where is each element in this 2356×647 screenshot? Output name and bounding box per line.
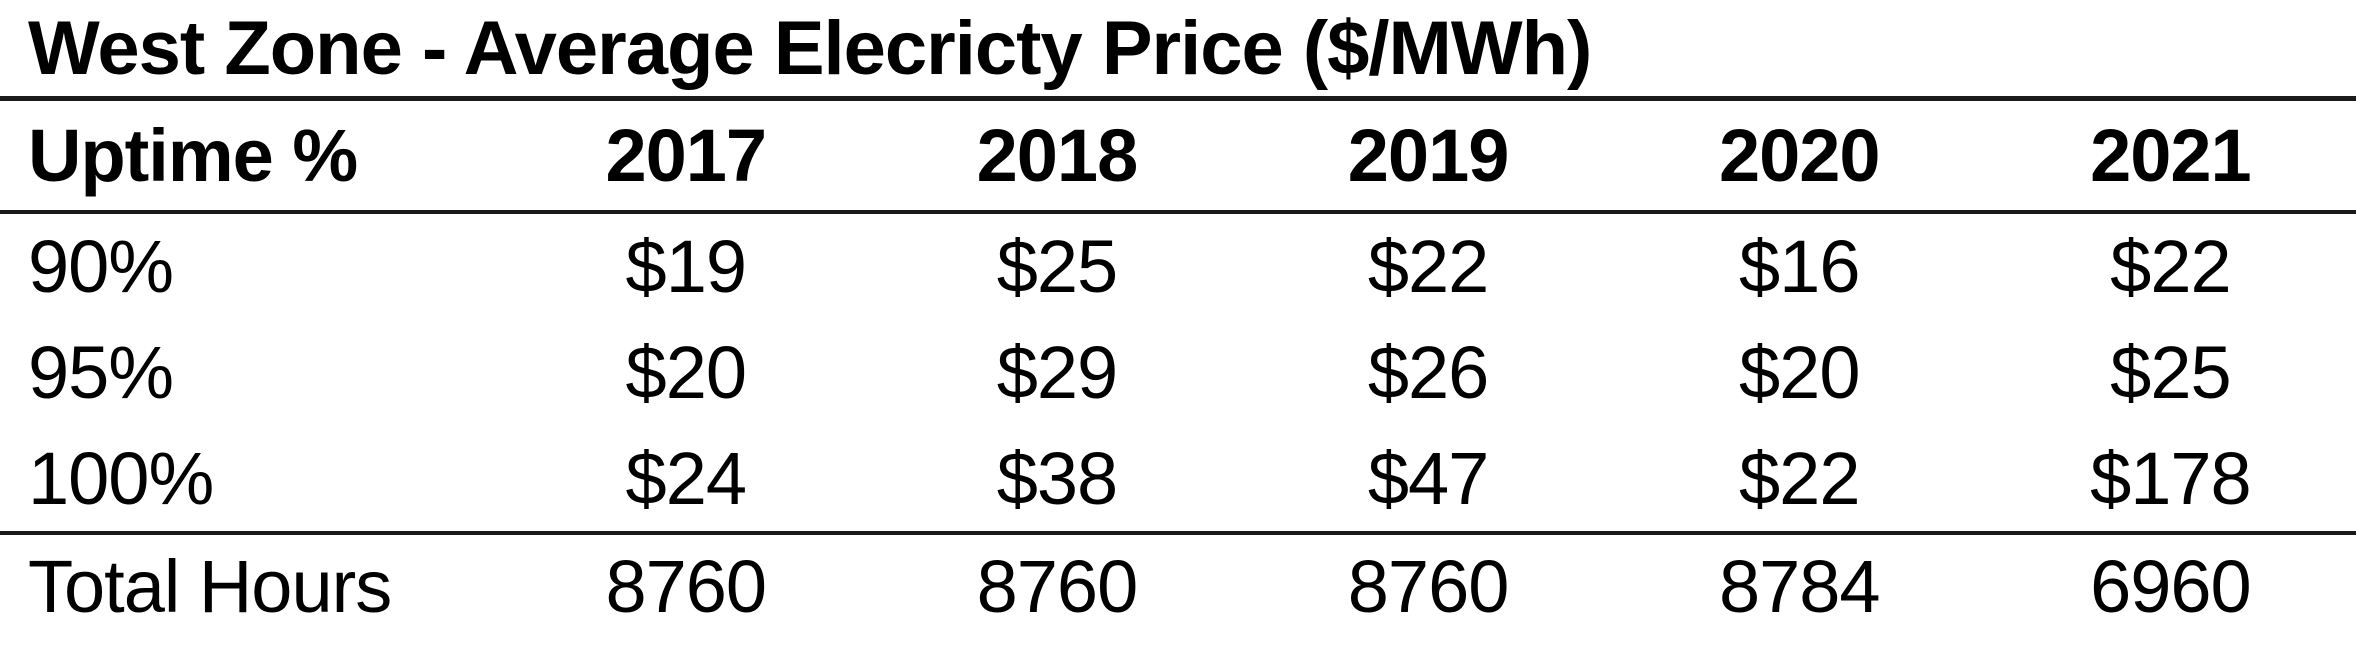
page-title: West Zone - Average Elecricty Price ($/M…: [28, 5, 1592, 91]
row-label: 90%: [28, 225, 174, 308]
table-cell: $47: [1367, 437, 1489, 520]
table-cell: $178: [2090, 437, 2252, 520]
table-cell: $22: [1367, 225, 1489, 308]
column-header-2020: 2020: [1718, 114, 1881, 197]
row-label: 100%: [28, 437, 214, 520]
table-header-row: Uptime % 2017 2018 2019 2020 2021: [0, 101, 2356, 212]
column-header-2018: 2018: [976, 114, 1139, 197]
table-cell: $26: [1367, 331, 1489, 414]
table-cell: $24: [625, 437, 747, 520]
total-row-label: Total Hours: [28, 544, 392, 628]
table-row-100: 100% $24 $38 $47 $22 $178: [0, 426, 2356, 533]
row-label: 95%: [28, 331, 174, 414]
title-row: West Zone - Average Elecricty Price ($/M…: [0, 0, 2356, 101]
table-row-95: 95% $20 $29 $26 $20 $25: [0, 319, 2356, 426]
table-cell: $25: [2110, 331, 2231, 414]
table-cell: $29: [996, 331, 1118, 414]
table-row-90: 90% $19 $25 $22 $16 $22: [0, 212, 2356, 319]
table-cell: $38: [996, 437, 1118, 520]
table-cell: $16: [1739, 225, 1860, 308]
total-cell: 8760: [605, 544, 767, 628]
table-cell: $20: [625, 331, 747, 414]
total-cell: 8784: [1718, 544, 1881, 628]
table-cell: $22: [2110, 225, 2231, 308]
total-cell: 6960: [2090, 544, 2252, 628]
table-cell: $20: [1739, 331, 1860, 414]
column-header-uptime: Uptime %: [28, 114, 358, 197]
total-cell: 8760: [1347, 544, 1510, 628]
table-cell: $25: [996, 225, 1118, 308]
table-cell: $19: [625, 225, 747, 308]
column-header-2019: 2019: [1347, 114, 1510, 197]
price-table: Uptime % 2017 2018 2019 2020 2021 90% $1…: [0, 101, 2356, 637]
total-cell: 8760: [976, 544, 1139, 628]
table-row-total-hours: Total Hours 8760 8760 8760 8784 6960: [0, 533, 2356, 637]
table-cell: $22: [1739, 437, 1860, 520]
column-header-2021: 2021: [2090, 114, 2252, 197]
column-header-2017: 2017: [605, 114, 767, 197]
